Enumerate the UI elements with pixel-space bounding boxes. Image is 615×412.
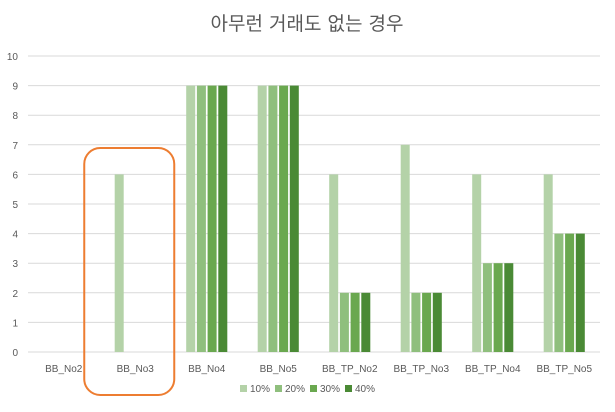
bar-BB_TP_No2-30% [350, 292, 360, 352]
bar-BB_TP_No2-40% [361, 292, 371, 352]
bar-BB_No5-10% [257, 85, 267, 352]
bar-BB_TP_No2-20% [339, 292, 349, 352]
bar-BB_TP_No5-30% [565, 233, 575, 352]
legend-label: 20% [285, 384, 305, 395]
highlight-box [83, 147, 176, 396]
bar-BB_TP_No4-40% [504, 263, 514, 352]
y-tick-label: 3 [12, 259, 18, 270]
bar-BB_No4-30% [207, 85, 217, 352]
x-tick-label: BB_TP_No5 [536, 364, 592, 375]
legend-swatch [240, 385, 247, 392]
bar-BB_TP_No2-10% [329, 174, 339, 352]
gridlines [28, 55, 600, 353]
x-axis-ticks: BB_No2 BB_No3 BB_No4 BB_No5 BB_TP_No2 BB_TP_N… [45, 364, 592, 375]
legend-swatch [345, 385, 352, 392]
bar-BB_No4-40% [218, 85, 228, 352]
bar-BB_TP_No4-10% [472, 174, 482, 352]
bar-BB_TP_No3-30% [422, 292, 432, 352]
bar-BB_No4-10% [186, 85, 196, 352]
bar-BB_TP_No3-20% [411, 292, 421, 352]
x-tick-label: BB_No4 [188, 364, 226, 375]
x-tick-label: BB_TP_No3 [393, 364, 449, 375]
bar-BB_TP_No4-30% [493, 263, 503, 352]
y-tick-label: 8 [12, 111, 18, 122]
y-tick-label: 5 [12, 200, 18, 211]
bar-BB_TP_No5-10% [543, 174, 553, 352]
x-tick-label: BB_TP_No4 [465, 364, 521, 375]
legend-label: 30% [320, 384, 340, 395]
bar-BB_No5-20% [268, 85, 278, 352]
chart-title: 아무런 거래도 없는 경우 [211, 13, 404, 35]
bar-BB_TP_No3-10% [400, 144, 410, 352]
x-tick-label: BB_No2 [45, 364, 83, 375]
bar-BB_TP_No5-40% [575, 233, 585, 352]
x-tick-label: BB_TP_No2 [322, 364, 378, 375]
bar-BB_No5-40% [289, 85, 299, 352]
y-tick-label: 1 [12, 318, 18, 329]
bar-BB_No5-30% [279, 85, 289, 352]
bars [114, 85, 585, 352]
legend-label: 10% [250, 384, 270, 395]
x-tick-label: BB_No5 [260, 364, 298, 375]
legend-swatch [275, 385, 282, 392]
y-tick-label: 0 [12, 348, 18, 359]
highlight-box-rect [83, 147, 176, 396]
y-tick-label: 10 [7, 52, 19, 63]
y-tick-label: 7 [12, 141, 18, 152]
legend-swatch [310, 385, 317, 392]
bar-BB_No3-10% [114, 174, 124, 352]
y-tick-label: 6 [12, 170, 18, 181]
y-axis-ticks: 0 1 2 3 4 5 6 7 8 9 10 [7, 52, 19, 359]
y-tick-label: 4 [12, 230, 18, 241]
bar-BB_TP_No4-20% [482, 263, 492, 352]
bar-BB_TP_No5-20% [554, 233, 564, 352]
bar-BB_TP_No3-40% [432, 292, 442, 352]
y-tick-label: 2 [12, 289, 18, 300]
legend: 10% 20% 30% 40% [240, 384, 375, 395]
x-tick-label: BB_No3 [117, 364, 155, 375]
legend-label: 40% [355, 384, 375, 395]
y-tick-label: 9 [12, 82, 18, 93]
bar-BB_No4-20% [196, 85, 206, 352]
